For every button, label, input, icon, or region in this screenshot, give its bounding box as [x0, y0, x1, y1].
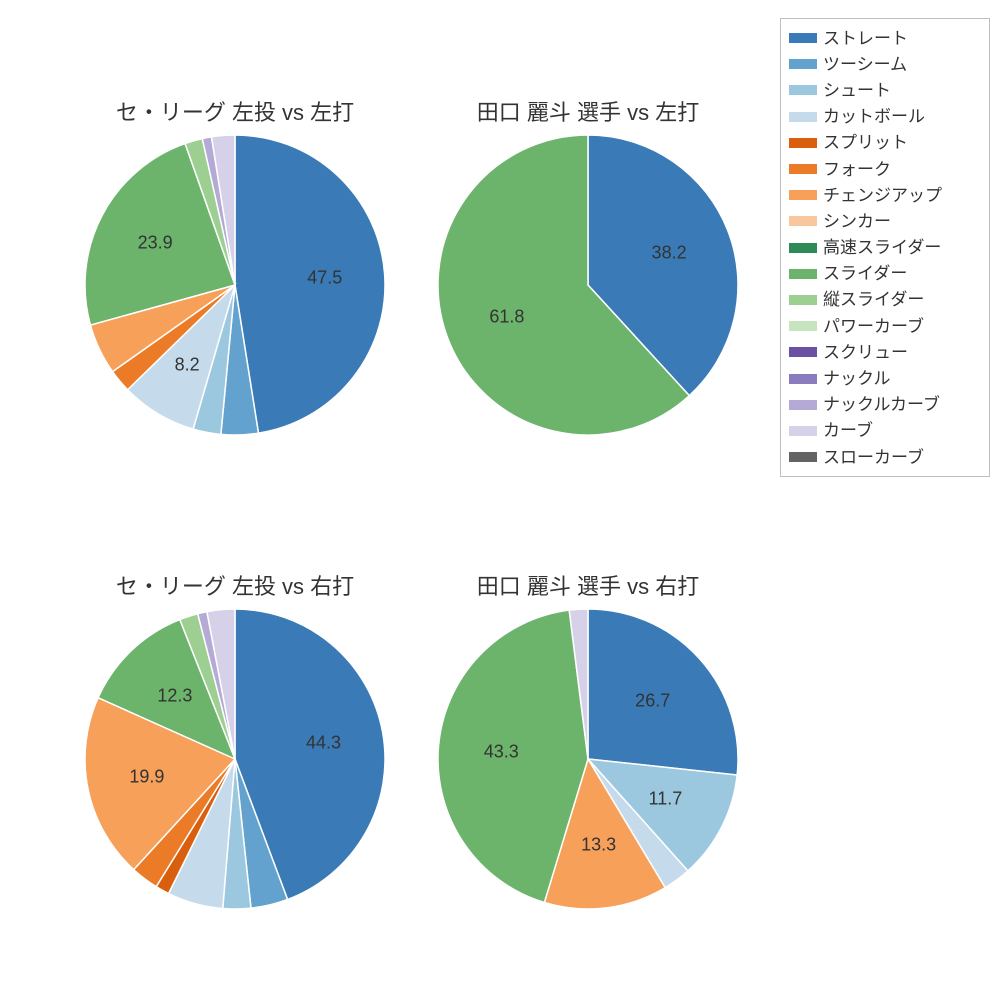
legend-item: パワーカーブ — [789, 313, 981, 339]
legend-item: スライダー — [789, 261, 981, 287]
legend-label: スプリット — [823, 134, 908, 151]
legend-label: ストレート — [823, 30, 908, 47]
legend-swatch — [789, 216, 817, 226]
legend-label: ナックル — [823, 370, 891, 387]
legend-label: カットボール — [823, 108, 925, 125]
pie-chart — [83, 607, 387, 911]
legend-item: スローカーブ — [789, 444, 981, 470]
legend-item: スクリュー — [789, 339, 981, 365]
chart-stage: セ・リーグ 左投 vs 左打 47.5 8.2 23.9 田口 麗斗 選手 vs 左打 3… — [0, 0, 1000, 1000]
legend-label: 縦スライダー — [823, 291, 924, 308]
pie-slice-label: 61.8 — [489, 306, 524, 327]
legend: ストレートツーシームシュートカットボールスプリットフォークチェンジアップシンカー… — [780, 18, 990, 477]
legend-item: 高速スライダー — [789, 235, 981, 261]
legend-item: スプリット — [789, 130, 981, 156]
legend-swatch — [789, 452, 817, 462]
chart-title: 田口 麗斗 選手 vs 右打 — [408, 569, 768, 601]
legend-swatch — [789, 426, 817, 436]
legend-swatch — [789, 59, 817, 69]
legend-label: チェンジアップ — [823, 187, 942, 204]
pie-slice-label: 44.3 — [306, 732, 341, 753]
pie-slice-label: 43.3 — [484, 741, 519, 762]
legend-item: フォーク — [789, 156, 981, 182]
legend-item: 縦スライダー — [789, 287, 981, 313]
legend-item: ナックルカーブ — [789, 392, 981, 418]
legend-item: カーブ — [789, 418, 981, 444]
pie-slice-label: 8.2 — [175, 354, 200, 375]
legend-swatch — [789, 33, 817, 43]
legend-swatch — [789, 164, 817, 174]
legend-swatch — [789, 112, 817, 122]
legend-item: ストレート — [789, 25, 981, 51]
chart-title: セ・リーグ 左投 vs 右打 — [55, 569, 415, 601]
legend-item: シュート — [789, 77, 981, 103]
legend-item: シンカー — [789, 208, 981, 234]
pie-slice-label: 11.7 — [649, 788, 683, 809]
legend-swatch — [789, 400, 817, 410]
legend-label: シンカー — [823, 213, 891, 230]
pie-slice-label: 12.3 — [157, 686, 192, 707]
legend-swatch — [789, 269, 817, 279]
pie-slice-label: 13.3 — [581, 835, 616, 856]
legend-label: スローカーブ — [823, 449, 924, 466]
legend-label: スクリュー — [823, 344, 908, 361]
legend-label: カーブ — [823, 422, 873, 439]
pie-slice-label: 47.5 — [307, 267, 342, 288]
legend-label: フォーク — [823, 161, 891, 178]
pie-slice-label: 23.9 — [138, 233, 173, 254]
legend-swatch — [789, 243, 817, 253]
pie-slice-label: 38.2 — [652, 243, 687, 264]
pie-slice-label: 26.7 — [635, 690, 670, 711]
legend-swatch — [789, 321, 817, 331]
legend-label: 高速スライダー — [823, 239, 941, 256]
chart-title: 田口 麗斗 選手 vs 左打 — [408, 95, 768, 127]
legend-swatch — [789, 138, 817, 148]
legend-label: ナックルカーブ — [823, 396, 940, 413]
legend-item: ツーシーム — [789, 51, 981, 77]
legend-label: シュート — [823, 82, 891, 99]
legend-swatch — [789, 190, 817, 200]
legend-swatch — [789, 347, 817, 357]
legend-swatch — [789, 85, 817, 95]
legend-item: カットボール — [789, 104, 981, 130]
legend-swatch — [789, 374, 817, 384]
legend-swatch — [789, 295, 817, 305]
chart-title: セ・リーグ 左投 vs 左打 — [55, 95, 415, 127]
legend-label: スライダー — [823, 265, 907, 282]
pie-chart — [436, 607, 740, 911]
legend-item: ナックル — [789, 365, 981, 391]
legend-label: ツーシーム — [823, 56, 907, 73]
pie-chart — [436, 133, 740, 437]
legend-label: パワーカーブ — [823, 318, 924, 335]
legend-item: チェンジアップ — [789, 182, 981, 208]
pie-slice-label: 19.9 — [129, 767, 164, 788]
